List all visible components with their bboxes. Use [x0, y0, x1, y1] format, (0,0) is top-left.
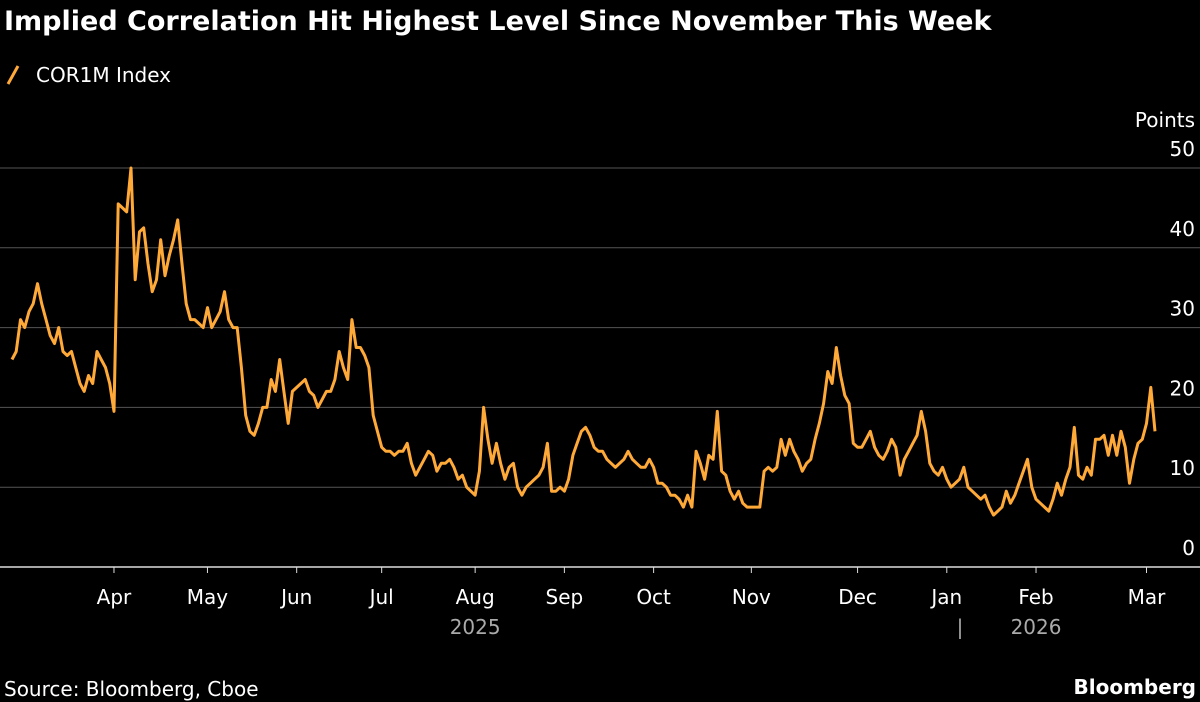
- y-tick-label: 0: [1182, 536, 1195, 560]
- x-tick-label: Jan: [929, 585, 962, 609]
- x-tick-label: Dec: [838, 585, 877, 609]
- x-tick-label: Oct: [636, 585, 671, 609]
- x-tick-label: Jun: [279, 585, 312, 609]
- x-tick-label: Nov: [732, 585, 771, 609]
- series-line: [10, 166, 1157, 517]
- chart-title: Implied Correlation Hit Highest Level Si…: [4, 6, 992, 37]
- y-tick-label: 50: [1170, 137, 1195, 161]
- y-tick-label: 10: [1170, 456, 1195, 480]
- legend-swatch: [6, 65, 20, 85]
- source: Source: Bloomberg, Cboe: [4, 677, 259, 701]
- x-tick-label: Jul: [368, 585, 394, 609]
- x-tick-label: Feb: [1018, 585, 1053, 609]
- x-tick-label: May: [187, 585, 229, 609]
- x-tick-label: Apr: [97, 585, 132, 609]
- x-tick-label: Aug: [456, 585, 495, 609]
- brand: Bloomberg: [1074, 675, 1196, 699]
- y-axis-label: Points: [1135, 108, 1195, 132]
- x-tick-label: Sep: [546, 585, 584, 609]
- x-tick-label: Mar: [1128, 585, 1167, 609]
- year-label: 2025: [450, 615, 501, 639]
- year-label: 2026: [1011, 615, 1062, 639]
- y-tick-label: 20: [1170, 376, 1195, 400]
- y-tick-label: 40: [1170, 217, 1195, 241]
- y-tick-label: 30: [1170, 297, 1195, 321]
- legend-label: COR1M Index: [36, 63, 171, 87]
- year-separator: |: [957, 615, 964, 639]
